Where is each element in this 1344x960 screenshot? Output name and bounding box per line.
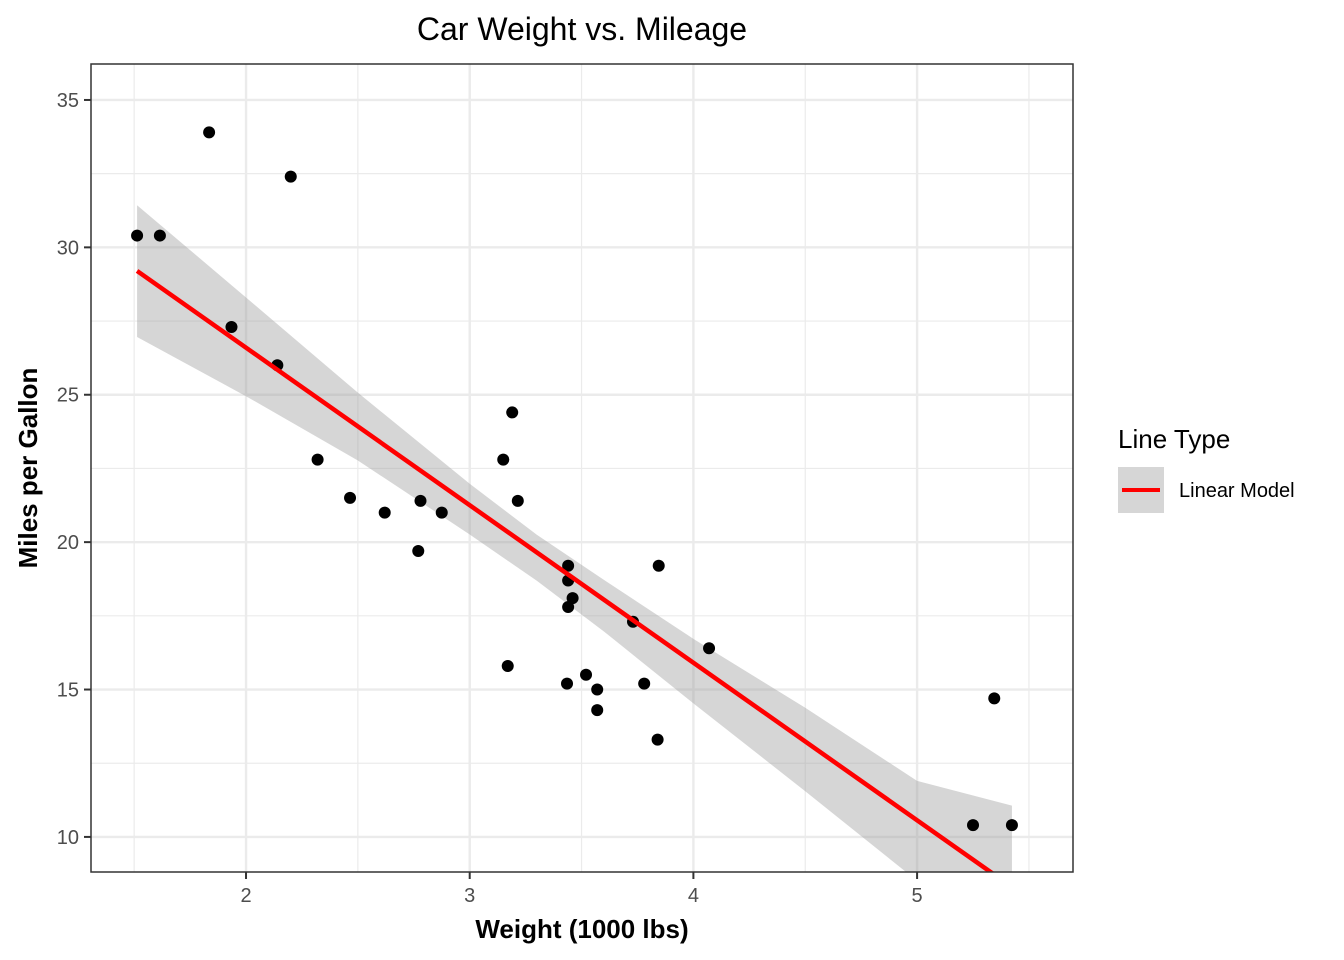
y-tick-label: 20 [57, 532, 79, 554]
data-point [225, 320, 238, 333]
regression-line [135, 269, 995, 872]
data-point [501, 659, 514, 672]
legend-title: Line Type [1118, 424, 1230, 454]
x-axis: 2 3 4 5 [240, 872, 923, 907]
data-point [591, 704, 604, 717]
data-point [511, 494, 524, 507]
panel-border [90, 63, 1074, 873]
data-point [988, 692, 1001, 705]
data-point [566, 592, 579, 605]
data-point [414, 494, 427, 507]
data-point [412, 544, 425, 557]
y-axis-title: Miles per Gallon [13, 368, 43, 569]
x-tick-label: 4 [688, 885, 699, 907]
x-tick-label: 5 [912, 885, 923, 907]
data-point [967, 819, 980, 832]
data-point [284, 170, 297, 183]
confidence-band [137, 205, 1012, 872]
data-point [652, 559, 665, 572]
data-point [378, 506, 391, 519]
y-tick-label: 15 [57, 680, 79, 702]
plot-panel [90, 63, 1074, 873]
data-point [131, 229, 144, 242]
data-point [506, 406, 519, 419]
y-axis: 10 15 20 25 30 35 [57, 90, 91, 849]
confidence-band-layer [137, 205, 1012, 872]
data-point [591, 683, 604, 696]
data-point [497, 453, 510, 466]
y-tick-label: 30 [57, 237, 79, 259]
chart-title: Car Weight vs. Mileage [417, 11, 747, 47]
data-point [561, 677, 574, 690]
data-point [580, 668, 593, 681]
y-tick-label: 25 [57, 385, 79, 407]
x-tick-label: 3 [464, 885, 475, 907]
x-axis-title: Weight (1000 lbs) [475, 914, 688, 944]
data-point [1005, 819, 1018, 832]
regression-line-layer [135, 269, 995, 872]
data-point [562, 559, 575, 572]
legend-label-linear-model: Linear Model [1179, 480, 1295, 502]
data-point [651, 733, 664, 746]
major-gridlines [91, 64, 1073, 872]
data-point [703, 642, 716, 655]
y-tick-label: 35 [57, 90, 79, 112]
data-point [203, 126, 216, 139]
data-point [311, 453, 324, 466]
data-point [562, 600, 575, 613]
x-tick-label: 2 [240, 885, 251, 907]
data-point [344, 491, 357, 504]
minor-gridlines [91, 64, 1073, 872]
y-tick-label: 10 [57, 827, 79, 849]
data-point [638, 677, 651, 690]
legend: Line Type Linear Model [1118, 424, 1295, 513]
data-point [153, 229, 166, 242]
data-point [435, 506, 448, 519]
